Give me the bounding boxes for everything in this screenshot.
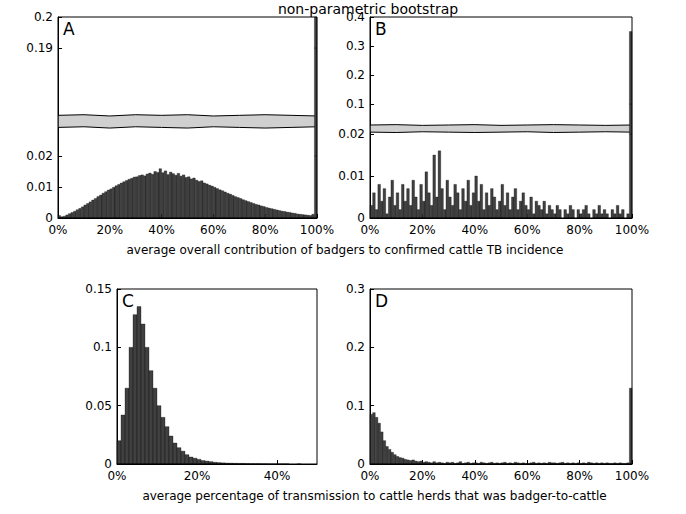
svg-text:20%: 20% xyxy=(409,469,436,483)
svg-text:0.19: 0.19 xyxy=(26,41,53,55)
svg-text:0.1: 0.1 xyxy=(346,399,365,413)
svg-text:0.1: 0.1 xyxy=(346,97,365,111)
svg-text:60%: 60% xyxy=(200,223,227,237)
svg-text:100%: 100% xyxy=(615,223,649,237)
svg-text:60%: 60% xyxy=(514,469,541,483)
svg-text:0%: 0% xyxy=(107,469,126,483)
svg-text:80%: 80% xyxy=(566,223,593,237)
svg-text:0.1: 0.1 xyxy=(93,340,112,354)
svg-text:non-parametric bootstrap: non-parametric bootstrap xyxy=(278,1,458,17)
svg-text:0: 0 xyxy=(357,457,365,471)
svg-text:0.2: 0.2 xyxy=(34,10,53,24)
svg-text:0.15: 0.15 xyxy=(85,282,112,296)
svg-text:0.3: 0.3 xyxy=(346,282,365,296)
svg-text:average overall contribution o: average overall contribution of badgers … xyxy=(127,243,564,257)
svg-text:0.4: 0.4 xyxy=(345,10,365,24)
svg-text:0: 0 xyxy=(357,211,365,225)
svg-text:C: C xyxy=(122,291,134,311)
svg-text:0%: 0% xyxy=(360,223,379,237)
svg-text:A: A xyxy=(63,19,75,39)
svg-text:20%: 20% xyxy=(409,223,436,237)
svg-text:0.3: 0.3 xyxy=(346,39,365,53)
svg-text:40%: 40% xyxy=(461,469,488,483)
svg-text:80%: 80% xyxy=(252,223,279,237)
svg-text:0: 0 xyxy=(45,211,53,225)
svg-text:0.05: 0.05 xyxy=(85,399,112,413)
svg-text:B: B xyxy=(375,19,387,39)
svg-text:100%: 100% xyxy=(615,469,649,483)
svg-text:0%: 0% xyxy=(48,223,67,237)
svg-text:average percentage of transmis: average percentage of transmission to ca… xyxy=(142,489,606,503)
svg-text:100%: 100% xyxy=(300,223,334,237)
svg-text:80%: 80% xyxy=(566,469,593,483)
svg-text:0.02: 0.02 xyxy=(338,127,365,141)
svg-text:40%: 40% xyxy=(148,223,175,237)
svg-text:0.2: 0.2 xyxy=(346,68,365,82)
svg-text:0.01: 0.01 xyxy=(338,169,365,183)
svg-text:0.01: 0.01 xyxy=(26,180,53,194)
svg-text:0.2: 0.2 xyxy=(346,340,365,354)
svg-text:0: 0 xyxy=(104,457,112,471)
svg-text:0%: 0% xyxy=(360,469,379,483)
svg-text:20%: 20% xyxy=(96,223,123,237)
svg-text:20%: 20% xyxy=(184,469,211,483)
svg-text:40%: 40% xyxy=(461,223,488,237)
svg-text:40%: 40% xyxy=(264,469,291,483)
svg-text:0.02: 0.02 xyxy=(26,149,53,163)
svg-text:60%: 60% xyxy=(514,223,541,237)
svg-text:D: D xyxy=(375,291,388,311)
